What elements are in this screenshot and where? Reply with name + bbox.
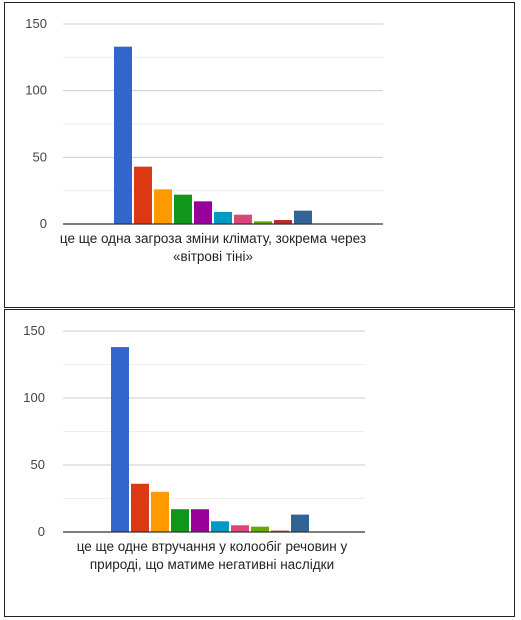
bar [131,483,149,532]
bar [271,530,289,532]
bar [111,347,129,532]
bar [231,525,249,532]
chart-panel-2: 0 50 100 150 це ще одне втручання у колообіг… [4,309,515,617]
bar [274,220,292,224]
category-label-line: це ще одна загроза зміни клімату, зокрем… [60,231,366,246]
bar [294,210,312,224]
bar [134,166,152,224]
bar [251,526,269,532]
bar [194,201,212,224]
bar [114,46,132,224]
bar [154,189,172,224]
category-label-line: «вітрові тіні» [173,249,253,264]
bar [211,521,229,532]
bar [174,194,192,224]
y-tick-label: 0 [40,216,47,231]
bar [214,212,232,224]
category-label-line: природі, що матиме негативні наслідки [90,557,334,572]
y-tick-label: 150 [23,323,45,338]
y-tick-label: 100 [23,390,45,405]
bar-chart-1: 0 50 100 150 це ще одна загроза зміни клімат… [25,16,383,264]
y-tick-label: 50 [31,457,45,472]
bar [151,491,169,532]
y-tick-label: 50 [33,149,47,164]
bar [254,221,272,224]
bar-chart-2: 0 50 100 150 це ще одне втручання у колообіг… [23,323,365,572]
y-tick-label: 0 [38,524,45,539]
category-label-line: це ще одне втручання у колообіг речовин … [77,539,348,554]
bar [171,509,189,532]
y-tick-label: 150 [25,16,47,31]
bar [291,514,309,532]
bar [234,214,252,224]
y-tick-label: 100 [25,83,47,98]
bar [191,509,209,532]
chart-panel-1: 0 50 100 150 це ще одна загроза зміни клімат… [4,2,515,308]
